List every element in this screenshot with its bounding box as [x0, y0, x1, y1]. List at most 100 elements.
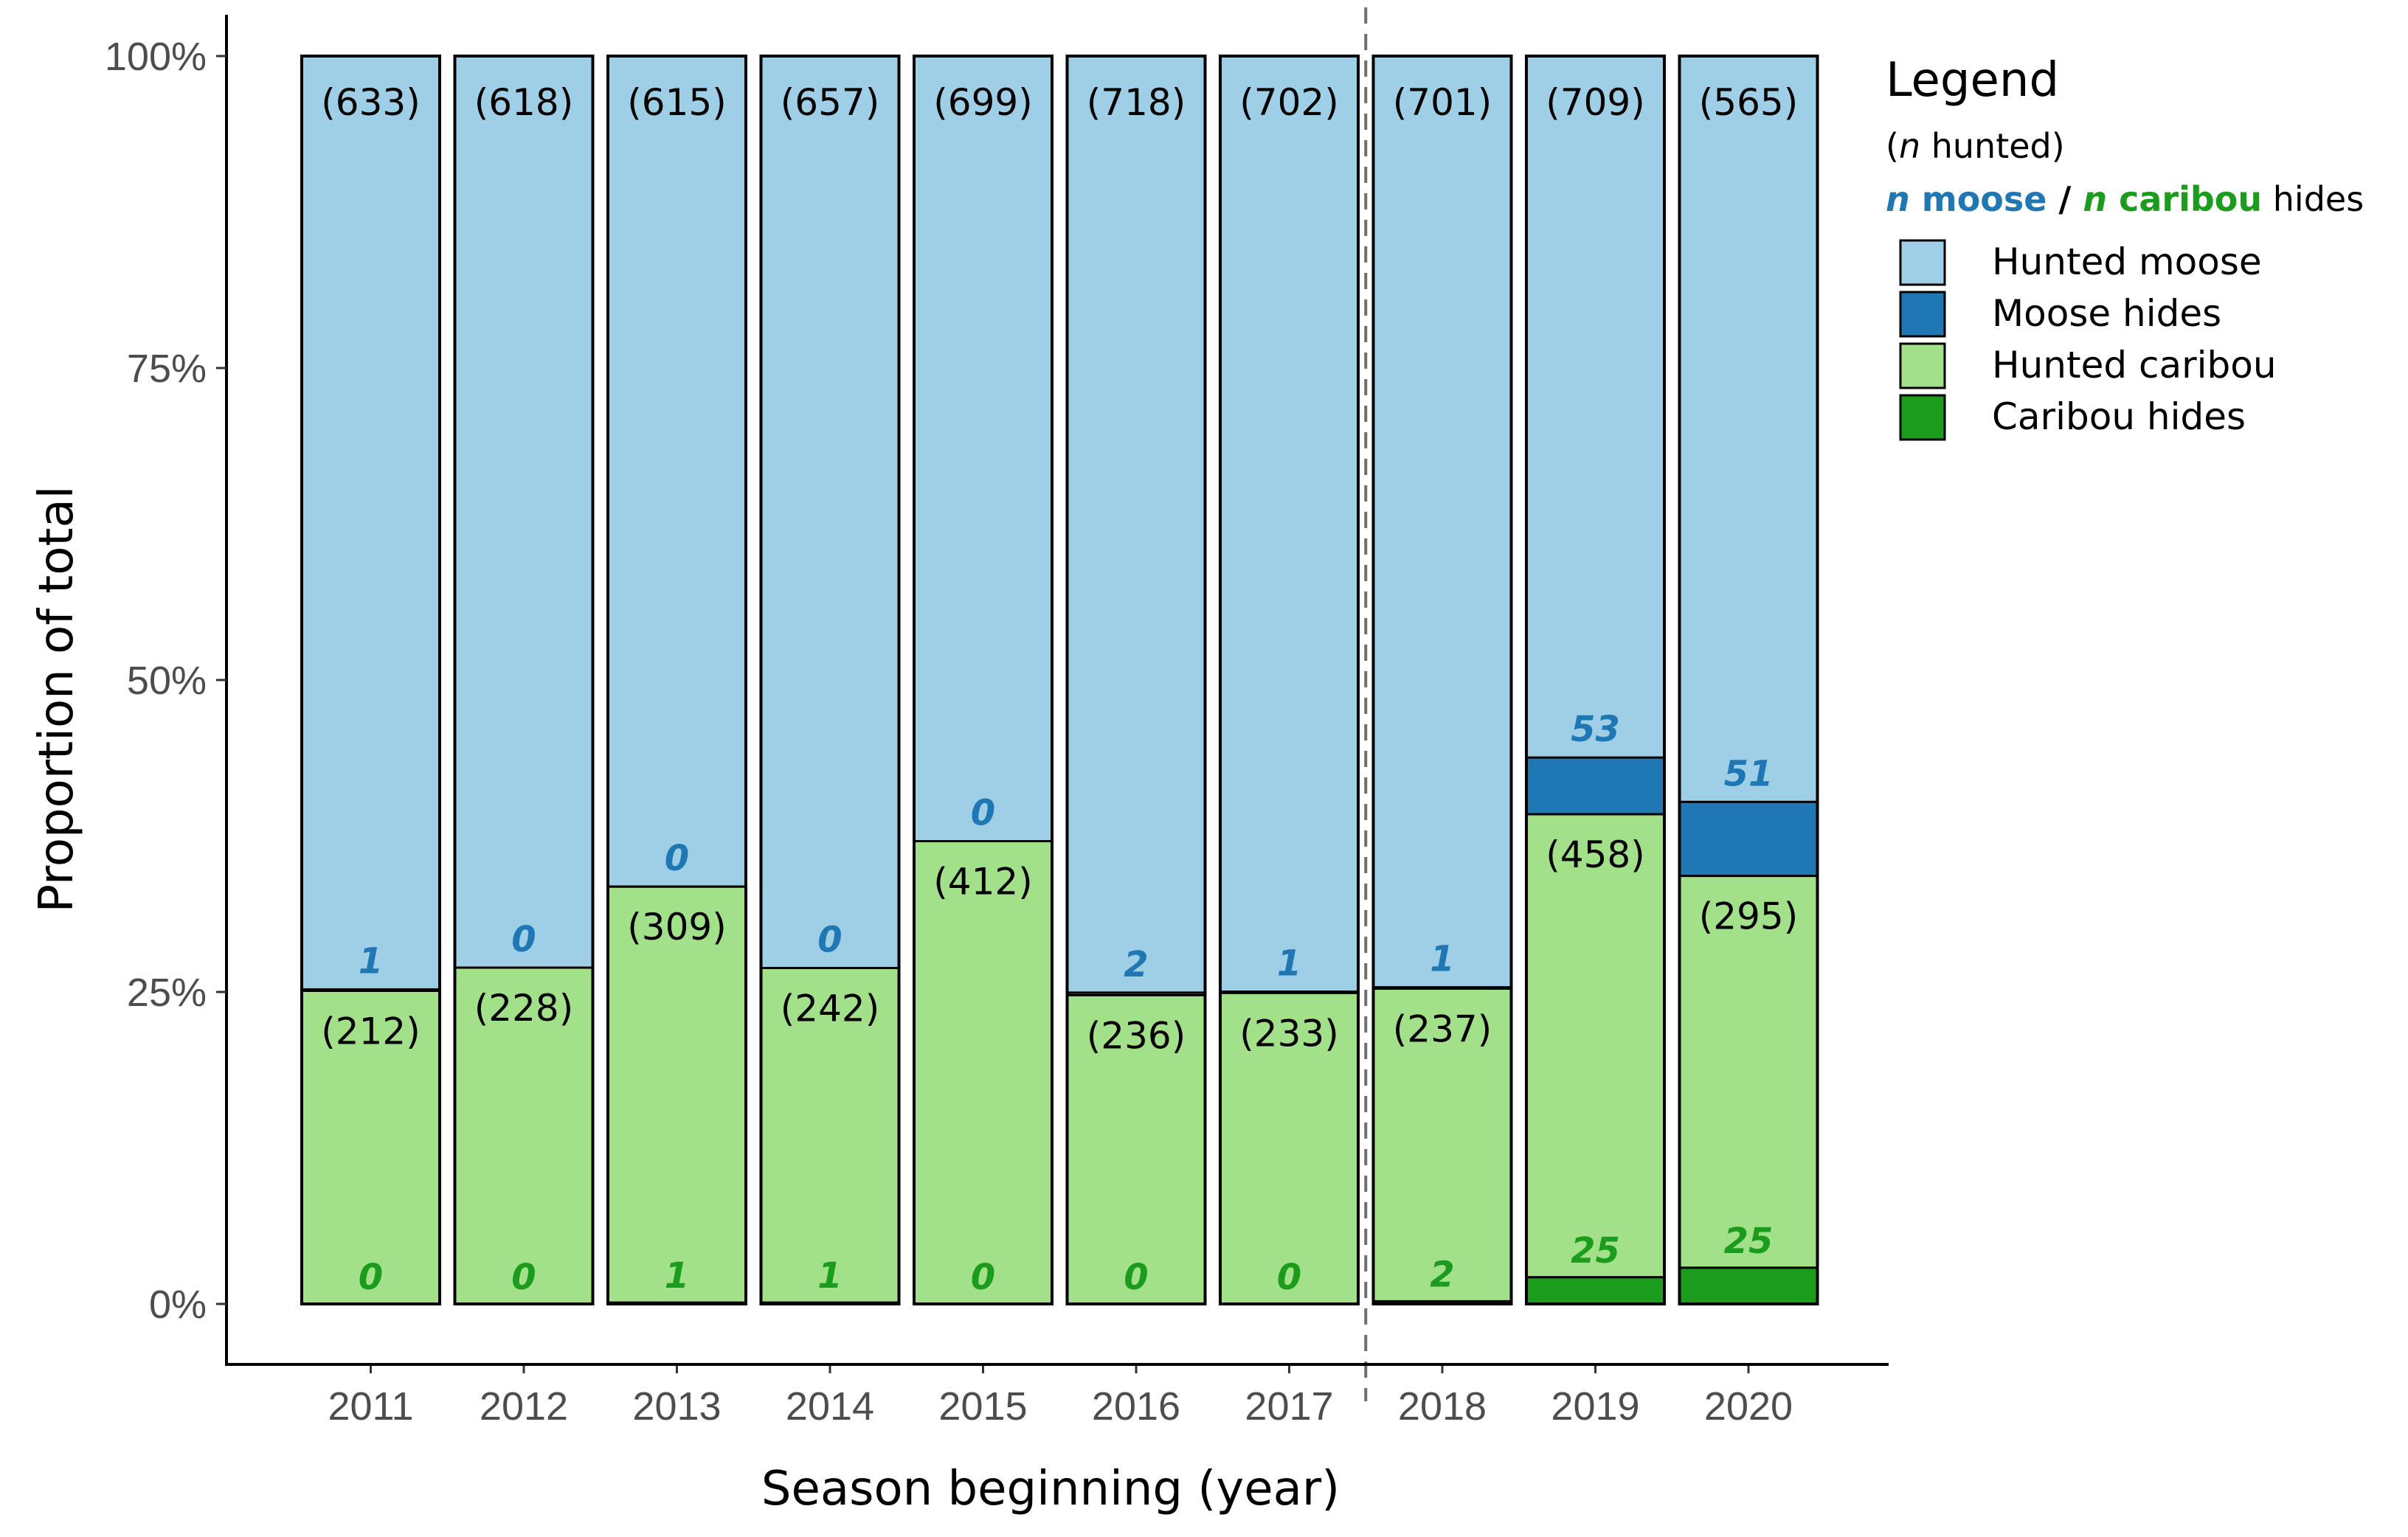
legend: Legend (n hunted) n moose / n caribou hi…: [1886, 53, 2364, 441]
plot-area: (633)1(212)0(618)0(228)0(615)0(309)1(657…: [300, 55, 1819, 1305]
caribou-hides-bar: [1679, 1267, 1818, 1304]
hunted-caribou-bar: [914, 841, 1052, 1304]
x-axis-title: Season beginning (year): [761, 1462, 1340, 1516]
hunted-caribou-bar: [761, 968, 899, 1303]
hunted-caribou-bar: [454, 968, 593, 1304]
legend-subtitle: (n hunted): [1886, 126, 2065, 166]
bar-group-2020: (565) 51 (295) 25: [1678, 55, 1819, 1305]
bar-group-2018: (701) 1 (237) 2: [1371, 55, 1513, 1305]
hunted-caribou-bar: [1526, 813, 1664, 1277]
legend-item-label: Hunted moose: [1992, 240, 2262, 283]
moose-hides-label: 0: [665, 838, 689, 879]
hunted-caribou-count: (212): [321, 1010, 420, 1052]
bar-group-2014: (657) 0 (242) 1: [759, 55, 901, 1305]
hunted-moose-bar: [302, 56, 440, 990]
legend-item-label: Caribou hides: [1992, 395, 2246, 438]
moose-hides-bar: [1067, 992, 1205, 996]
hunted-moose-bar: [1220, 56, 1358, 992]
hunted-moose-count: (565): [1699, 81, 1798, 124]
hunted-caribou-count: (412): [933, 861, 1032, 903]
moose-hides-label: 0: [971, 793, 995, 834]
x-tick-label: 2019: [1551, 1384, 1639, 1429]
x-tick-label: 2017: [1245, 1384, 1333, 1429]
hunted-moose-count: (615): [627, 81, 726, 124]
hunted-moose-count: (718): [1087, 81, 1186, 124]
bar-group-2013: (615) 0 (309) 1: [606, 55, 747, 1305]
bar-outline: [1525, 55, 1666, 1305]
hunted-caribou-bar: [1220, 993, 1358, 1304]
hunted-caribou-count: (242): [781, 988, 879, 1030]
y-tick-label: 0%: [149, 1283, 207, 1327]
hunted-moose-bar: [1526, 56, 1664, 758]
caribou-hides-bar: [1526, 1277, 1664, 1304]
x-tick-label: 2015: [938, 1384, 1027, 1429]
hunted-caribou-count: (309): [627, 906, 726, 948]
bar-group-2016: (718) 2 (236) 0: [1065, 55, 1207, 1305]
caribou-hides-label: 1: [665, 1255, 689, 1297]
caribou-hides-label: 0: [1277, 1257, 1301, 1298]
legend-swatch: [1899, 342, 1946, 389]
axes: 2011 2012 2013 2014 2015 2016 2017 2018 2019 2020…: [105, 7, 1889, 1429]
moose-hides-bar: [1679, 802, 1818, 876]
moose-hides-label: 0: [817, 920, 842, 961]
legend-item-label: Moose hides: [1992, 292, 2221, 335]
moose-hides-label: 1: [359, 940, 383, 982]
bar-outline: [913, 55, 1054, 1305]
hunted-moose-count: (699): [933, 81, 1032, 124]
legend-title: Legend: [1886, 53, 2059, 108]
moose-hides-label: 1: [1430, 939, 1454, 980]
hunted-moose-count: (633): [321, 81, 420, 124]
x-tick-label: 2013: [632, 1384, 721, 1429]
bar-group-2012: (618) 0 (228) 0: [453, 55, 595, 1305]
bar-outline: [1371, 55, 1513, 1305]
legend-swatch: [1899, 291, 1946, 338]
legend-item-label: Hunted caribou: [1992, 344, 2277, 386]
caribou-hides-label: 2: [1430, 1254, 1454, 1295]
hunted-moose-bar: [914, 56, 1052, 842]
hunted-caribou-bar: [608, 887, 746, 1303]
hunted-moose-bar: [1373, 56, 1512, 988]
y-tick-label: 50%: [127, 659, 207, 703]
hunted-caribou-count: (233): [1239, 1012, 1338, 1055]
x-tick-label: 2011: [328, 1384, 413, 1429]
x-tick-label: 2016: [1092, 1384, 1180, 1429]
moose-hides-label: 51: [1724, 753, 1774, 794]
bar-outline: [606, 55, 747, 1305]
caribou-hides-label: 0: [511, 1257, 536, 1298]
moose-hides-label: 1: [1277, 943, 1301, 985]
y-tick-label: 75%: [127, 347, 207, 391]
hunted-caribou-count: (236): [1087, 1014, 1186, 1057]
caribou-hides-label: 1: [817, 1255, 842, 1297]
bar-outline: [759, 55, 901, 1305]
hunted-moose-count: (709): [1546, 81, 1644, 124]
bar-outline: [1219, 55, 1360, 1305]
hunted-caribou-bar: [302, 990, 440, 1304]
moose-hides-label: 0: [511, 919, 536, 960]
caribou-hides-label: 0: [971, 1257, 995, 1298]
y-tick-label: 25%: [127, 971, 207, 1015]
moose-hides-label: 53: [1571, 709, 1620, 750]
hunted-moose-count: (701): [1393, 81, 1492, 124]
bar-group-2017: (702) 1 (233) 0: [1219, 55, 1360, 1305]
legend-swatch: [1899, 394, 1946, 441]
hunted-caribou-count: (228): [474, 987, 573, 1030]
hunted-caribou-count: (237): [1393, 1007, 1492, 1050]
hunted-caribou-count: (295): [1699, 895, 1798, 938]
x-tick-label: 2020: [1704, 1384, 1793, 1429]
caribou-hides-label: 0: [1124, 1257, 1148, 1298]
bar-outline: [453, 55, 595, 1305]
moose-hides-label: 2: [1124, 944, 1148, 985]
hunted-caribou-bar: [1067, 995, 1205, 1304]
hunted-caribou-bar: [1373, 988, 1512, 1302]
hunted-caribou-count: (458): [1546, 833, 1644, 876]
bar-group-2011: (633) 1 (212) 0: [300, 55, 441, 1305]
caribou-hides-label: 0: [359, 1257, 383, 1298]
hunted-moose-bar: [1067, 56, 1205, 993]
hunted-moose-bar: [608, 56, 746, 887]
bar-group-2015: (699) 0 (412) 0: [913, 55, 1054, 1305]
caribou-hides-label: 25: [1724, 1221, 1774, 1262]
bar-outline: [300, 55, 441, 1305]
hunted-moose-bar: [454, 56, 593, 968]
hunted-moose-bar: [761, 56, 899, 968]
